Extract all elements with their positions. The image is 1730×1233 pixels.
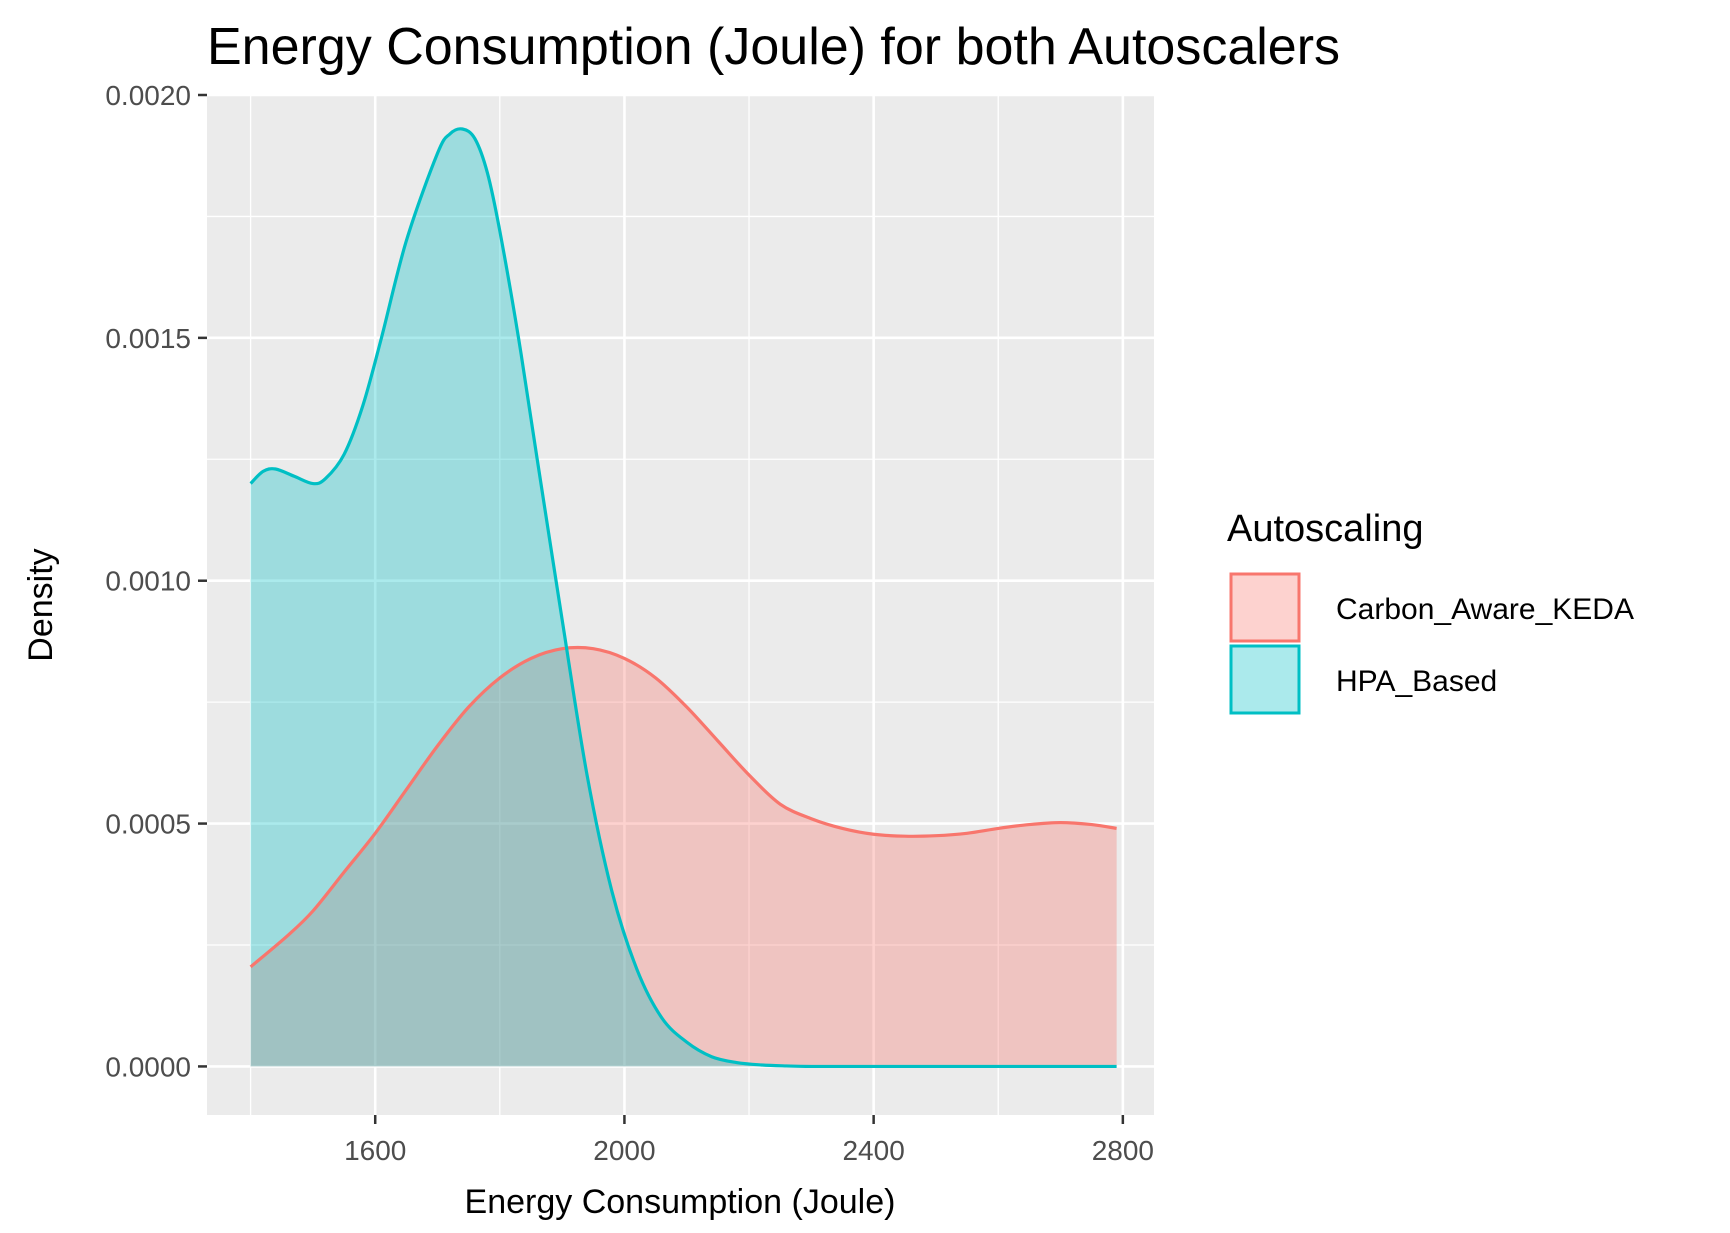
y-tick-label: 0.0005 [105,809,191,840]
major-gridlines [207,93,1154,1115]
density-line-carbon-aware-keda [249,645,1117,969]
density-area-hpa-based [250,128,1117,1067]
legend-label-hpa-based: HPA_Based [1336,665,1497,698]
density-area-carbon-aware-keda [250,647,1117,1067]
y-tick-label: 0.0020 [105,80,191,111]
x-tick-label: 1600 [344,1135,406,1166]
legend-title: Autoscaling [1227,508,1423,550]
x-tick-label: 2000 [593,1135,655,1166]
y-axis: 0.0000 0.0005 0.0010 0.0015 0.0020 [105,80,207,1082]
x-tick-label: 2800 [1092,1135,1154,1166]
x-tick-label: 2400 [842,1135,904,1166]
legend: Autoscaling Carbon_Aware_KEDA HPA_Based [1227,508,1634,715]
legend-key-carbon-aware-keda [1229,572,1301,643]
y-tick-label: 0.0015 [105,323,191,354]
y-tick-label: 0.0000 [105,1051,191,1082]
x-axis-title: Energy Consumption (Joule) [465,1183,896,1221]
x-axis: 1600 2000 2400 2800 [344,1115,1154,1166]
density-areas [250,128,1117,1067]
density-lines [249,127,1117,1069]
y-tick-label: 0.0010 [105,566,191,597]
legend-key-hpa-based [1229,644,1301,715]
chart-title: Energy Consumption (Joule) for both Auto… [207,18,1340,76]
density-line-hpa-based [249,127,1117,1069]
y-axis-title: Density [22,548,60,661]
legend-items: Carbon_Aware_KEDA HPA_Based [1229,572,1634,715]
legend-label-carbon-aware-keda: Carbon_Aware_KEDA [1336,593,1634,626]
